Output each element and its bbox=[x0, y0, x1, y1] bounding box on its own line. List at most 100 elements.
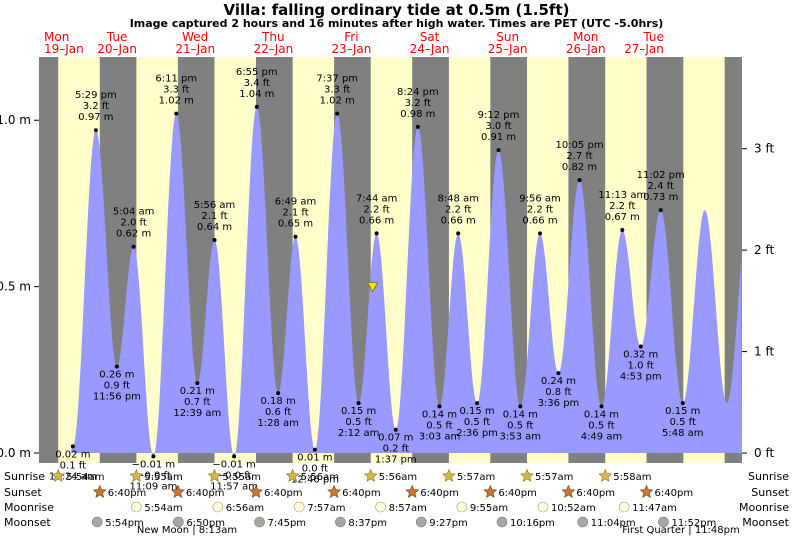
low-tide-label: 0.18 m bbox=[261, 396, 296, 407]
high-tide-point bbox=[374, 231, 379, 236]
day-name: Wed bbox=[182, 30, 208, 44]
day-date: 20–Jan bbox=[97, 42, 137, 56]
sunrise-time: 5:56am bbox=[301, 472, 339, 483]
sunset-time: 6:40pm bbox=[342, 488, 381, 499]
high-tide-label: 5:56 am bbox=[194, 200, 236, 211]
high-tide-label: 1.02 m bbox=[159, 96, 194, 107]
low-tide-label: 2:12 am bbox=[338, 428, 380, 439]
low-tide-label: 0.01 m bbox=[297, 453, 332, 464]
high-tide-point bbox=[658, 208, 663, 213]
low-tide-label: 0.5 ft bbox=[588, 420, 614, 431]
low-tide-label: 0.5 ft bbox=[670, 417, 696, 428]
low-tide-label: 0.26 m bbox=[99, 369, 134, 380]
high-tide-label: 3.3 ft bbox=[324, 85, 350, 96]
high-tide-point bbox=[496, 148, 501, 153]
high-tide-label: 7:44 am bbox=[356, 193, 398, 204]
sunset-icon bbox=[561, 484, 576, 498]
low-tide-label: 0.32 m bbox=[623, 350, 658, 361]
chart-subtitle: Image captured 2 hours and 16 minutes af… bbox=[129, 17, 664, 30]
high-tide-label: 5:29 pm bbox=[75, 90, 117, 101]
sunset-icon bbox=[639, 484, 654, 498]
sunrise-time: 5:57am bbox=[457, 472, 495, 483]
low-tide-point bbox=[680, 401, 685, 406]
sunrise-time: 5:55am bbox=[222, 472, 260, 483]
high-tide-label: 0.66 m bbox=[441, 215, 476, 226]
low-tide-label: 4:49 am bbox=[581, 431, 623, 442]
low-tide-label: 0.0 ft bbox=[302, 464, 328, 475]
low-tide-point bbox=[638, 344, 643, 349]
sunset-icon bbox=[405, 484, 420, 498]
low-tide-label: 1:28 am bbox=[257, 418, 299, 429]
moonset-icon bbox=[577, 516, 589, 528]
high-tide-label: 0.62 m bbox=[116, 229, 151, 240]
day-name: Mon bbox=[573, 30, 598, 44]
high-tide-label: 2.2 ft bbox=[527, 204, 553, 215]
low-tide-label: −0.0 ft bbox=[217, 470, 252, 481]
moonset-row-label-left: Moonset bbox=[4, 516, 51, 529]
moonrise-time: 5:54am bbox=[144, 503, 182, 514]
day-name: Sat bbox=[420, 30, 440, 44]
low-tide-point bbox=[151, 454, 156, 459]
moonset-time: 10:16pm bbox=[510, 518, 555, 529]
sunrise-icon bbox=[285, 468, 300, 482]
low-tide-label: 0.5 ft bbox=[345, 417, 371, 428]
left-axis-label: 0.0 m bbox=[0, 446, 31, 460]
moonset-icon bbox=[415, 516, 427, 528]
high-tide-label: 2.2 ft bbox=[609, 201, 635, 212]
high-tide-label: 0.64 m bbox=[197, 222, 232, 233]
sunrise-time: 5:57am bbox=[535, 472, 573, 483]
high-tide-label: 0.66 m bbox=[359, 215, 394, 226]
sunrise-icon bbox=[207, 468, 222, 482]
chart-title: Villa: falling ordinary tide at 0.5m (1.… bbox=[223, 1, 570, 19]
low-tide-label: 12:46 pm bbox=[291, 475, 339, 486]
high-tide-label: 3.4 ft bbox=[244, 78, 270, 89]
moon-phase-first-quarter: First Quarter | 11:48pm bbox=[622, 525, 740, 536]
moonset-time: 11:04pm bbox=[591, 518, 636, 529]
sunrise-time: 5:55am bbox=[144, 472, 182, 483]
moonrise-row-label-left: Moonrise bbox=[4, 501, 54, 514]
right-axis-label: 0 ft bbox=[754, 446, 774, 460]
sunset-icon bbox=[327, 484, 342, 498]
low-tide-point bbox=[356, 401, 361, 406]
high-tide-label: 1.04 m bbox=[239, 89, 274, 100]
high-tide-point bbox=[174, 111, 179, 116]
sunset-time: 6:40pm bbox=[655, 488, 694, 499]
moonset-icon bbox=[658, 516, 669, 528]
low-tide-label: 0.02 m bbox=[55, 449, 90, 460]
sunrise-row-label-left: Sunrise bbox=[4, 470, 45, 483]
axes: 0.0 m 0.5 m 1.0 m 0 ft 1 ft 2 ft 3 ft bbox=[0, 113, 774, 460]
low-tide-label: 0.24 m bbox=[541, 376, 576, 387]
high-tide-label: 11:13 am bbox=[598, 190, 646, 201]
sunrise-time: 5:58am bbox=[613, 472, 651, 483]
sunrise-row-label-right: Sunrise bbox=[748, 470, 789, 483]
sunset-row-label-right: Sunset bbox=[751, 486, 789, 499]
sunset-time: 6:40pm bbox=[264, 488, 303, 499]
low-tide-label: 10:24 am bbox=[49, 471, 97, 482]
high-tide-point bbox=[93, 128, 98, 133]
moon-phase-new-moon: New Moon | 8:13am bbox=[137, 525, 237, 536]
low-tide-point bbox=[475, 401, 480, 406]
moonset-time: 8:37pm bbox=[348, 518, 387, 529]
moonrise-icon bbox=[375, 501, 386, 513]
high-tide-label: 3.3 ft bbox=[163, 85, 189, 96]
current-level-marker-icon bbox=[366, 282, 379, 293]
low-tide-point bbox=[195, 381, 200, 386]
low-tide-label: −0.01 m bbox=[132, 459, 176, 470]
high-tide-label: 0.82 m bbox=[562, 162, 597, 173]
low-tide-label: 3:36 pm bbox=[538, 398, 580, 409]
high-tide-label: 9:12 pm bbox=[478, 110, 520, 121]
high-tide-label: 11:02 pm bbox=[637, 170, 685, 181]
right-axis-label: 2 ft bbox=[754, 243, 774, 257]
high-tide-label: 6:55 pm bbox=[236, 67, 278, 78]
sunset-row-label-left: Sunset bbox=[4, 486, 42, 499]
moonrise-icon bbox=[456, 501, 468, 513]
high-tide-label: 5:04 am bbox=[113, 207, 155, 218]
high-tide-label: 0.67 m bbox=[605, 212, 640, 223]
day-name: Fri bbox=[344, 30, 358, 44]
high-tide-label: 3.2 ft bbox=[83, 101, 109, 112]
day-date: 27–Jan bbox=[624, 42, 664, 56]
moonset-time: 11:52pm bbox=[671, 518, 716, 529]
low-tide-label: 2:36 pm bbox=[456, 428, 498, 439]
